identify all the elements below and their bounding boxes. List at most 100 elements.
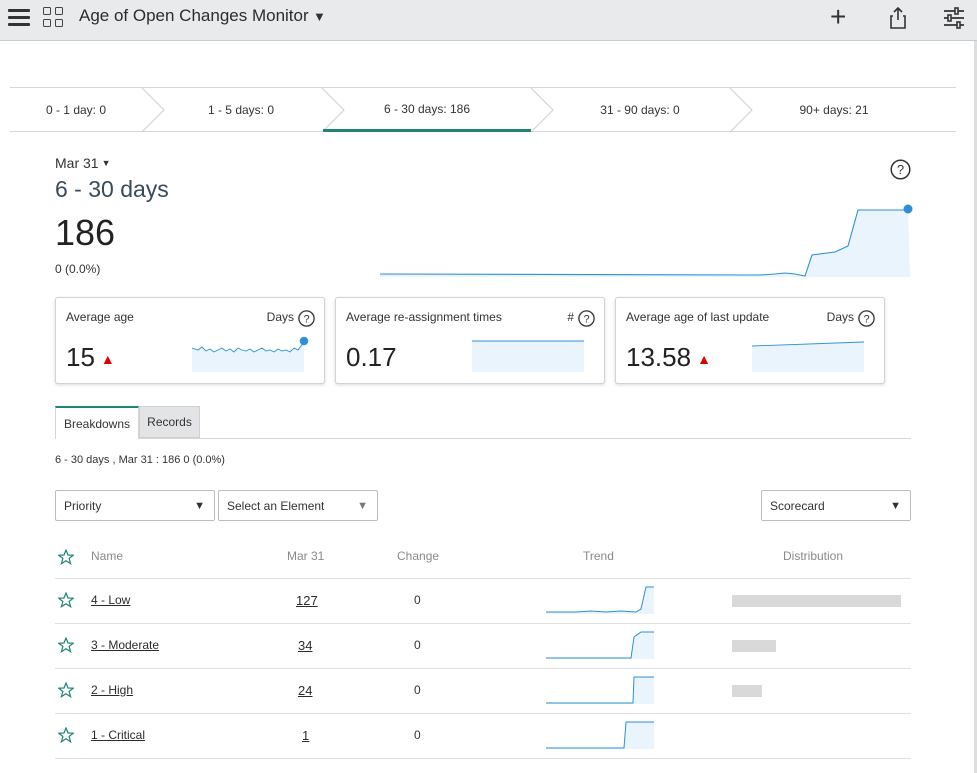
- tab-records[interactable]: Records: [139, 406, 200, 438]
- hamburger-menu-icon[interactable]: [8, 9, 30, 27]
- chevron-down-icon: ▼: [890, 500, 901, 512]
- chevron-down-icon: ▼: [101, 158, 111, 168]
- share-icon[interactable]: [888, 6, 908, 30]
- card-label: Average age of last update: [626, 310, 770, 324]
- scrollbar[interactable]: [974, 41, 977, 773]
- tab-0-1-day[interactable]: 0 - 1 day: 0: [45, 102, 107, 117]
- card-unit: #: [567, 310, 574, 324]
- row-change: 0: [414, 638, 421, 652]
- top-bar: Age of Open Changes Monitor ▼ +: [0, 0, 977, 41]
- star-icon[interactable]: [58, 549, 74, 565]
- tab-separator: [730, 88, 753, 132]
- column-header-trend: Trend: [583, 549, 614, 563]
- card-average-age[interactable]: Average age Days ? 15 ▲: [55, 297, 325, 384]
- star-icon[interactable]: [58, 727, 74, 743]
- row-distribution-bar: [732, 685, 762, 697]
- tab-separator: [531, 88, 554, 132]
- card-sparkline: [472, 340, 584, 372]
- trend-up-icon: ▲: [100, 351, 115, 367]
- row-count-link[interactable]: 127: [296, 593, 318, 608]
- tab-90-plus-days[interactable]: 90+ days: 21: [799, 102, 869, 117]
- score-sparkline: [380, 204, 913, 277]
- row-divider: [55, 713, 911, 714]
- row-count-link[interactable]: 24: [298, 683, 313, 698]
- trend-up-icon: ▲: [697, 351, 711, 367]
- row-count-link[interactable]: 1: [302, 728, 310, 743]
- chevron-down-icon: ▼: [194, 500, 205, 512]
- row-change: 0: [414, 593, 421, 607]
- card-label: Average age: [66, 310, 134, 324]
- page-title: Age of Open Changes Monitor: [79, 6, 309, 25]
- svg-text:?: ?: [897, 162, 904, 177]
- svg-text:?: ?: [583, 314, 589, 326]
- star-icon[interactable]: [58, 637, 74, 653]
- element-select-value: Select an Element: [227, 498, 325, 513]
- row-name-link[interactable]: 3 - Moderate: [91, 638, 160, 652]
- tab-breakdowns[interactable]: Breakdowns: [55, 406, 139, 439]
- title-dropdown-icon[interactable]: ▼: [313, 9, 326, 24]
- row-change: 0: [414, 728, 421, 742]
- row-change: 0: [414, 683, 421, 697]
- help-icon[interactable]: ?: [858, 310, 875, 327]
- row-name-link[interactable]: 1 - Critical: [91, 728, 146, 742]
- row-name-link[interactable]: 4 - Low: [91, 593, 131, 607]
- row-count-link[interactable]: 34: [298, 638, 313, 653]
- card-value: 13.58 ▲: [626, 342, 711, 373]
- row-distribution-bar: [732, 640, 776, 652]
- tab-separator: [142, 88, 165, 132]
- help-icon[interactable]: ?: [578, 310, 595, 327]
- filter-settings-icon[interactable]: [942, 6, 966, 30]
- card-unit: Days: [266, 310, 294, 324]
- column-header-name[interactable]: Name: [91, 549, 124, 563]
- row-distribution-bar: [732, 595, 901, 607]
- row-divider: [55, 578, 911, 579]
- svg-text:?: ?: [303, 314, 309, 326]
- breakdown-select-value: Priority: [64, 498, 102, 513]
- dashboard-grid-icon[interactable]: [43, 7, 65, 29]
- tab-6-30-days[interactable]: 6 - 30 days: 186: [323, 88, 531, 132]
- score-value: 186: [55, 212, 116, 253]
- star-icon[interactable]: [58, 682, 74, 698]
- card-value-text: 15: [66, 342, 95, 372]
- star-icon[interactable]: [58, 592, 74, 608]
- column-header-date[interactable]: Mar 31: [287, 549, 325, 563]
- score-change: 0 (0.0%): [55, 262, 101, 276]
- row-divider: [55, 623, 911, 624]
- breakdown-summary: 6 - 30 days , Mar 31 : 186 0 (0.0%): [55, 454, 225, 466]
- card-sparkline: [192, 336, 309, 372]
- column-header-distribution: Distribution: [783, 549, 844, 563]
- breakdown-tabs: Breakdowns Records: [55, 406, 911, 439]
- tab-1-5-days[interactable]: 1 - 5 days: 0: [207, 102, 275, 117]
- element-select[interactable]: Select an Element ▼: [218, 490, 378, 521]
- card-value: 15 ▲: [66, 342, 115, 373]
- chevron-down-icon: ▼: [357, 500, 368, 512]
- tab-31-90-days[interactable]: 31 - 90 days: 0: [600, 102, 680, 117]
- row-divider: [55, 668, 911, 669]
- card-value: 0.17: [346, 342, 397, 373]
- age-range-tabs: 0 - 1 day: 0 1 - 5 days: 0 6 - 30 days: …: [10, 87, 956, 132]
- row-trend-sparkline: [546, 721, 654, 749]
- add-icon[interactable]: +: [830, 1, 847, 32]
- card-average-reassignment[interactable]: Average re-assignment times # ? 0.17: [335, 297, 605, 384]
- range-title: 6 - 30 days: [55, 176, 169, 202]
- period-selector[interactable]: Mar 31 ▼: [55, 155, 111, 171]
- row-name-link[interactable]: 2 - High: [91, 683, 134, 697]
- row-trend-sparkline: [546, 631, 654, 659]
- row-trend-sparkline: [546, 676, 654, 704]
- row-trend-sparkline: [546, 586, 654, 614]
- svg-text:?: ?: [863, 314, 869, 326]
- column-header-change[interactable]: Change: [397, 549, 440, 563]
- card-sparkline: [752, 341, 865, 372]
- card-label: Average re-assignment times: [346, 310, 502, 324]
- help-icon[interactable]: ?: [298, 310, 315, 327]
- card-average-last-update[interactable]: Average age of last update Days ? 13.58 ▲: [615, 297, 885, 384]
- card-value-text: 13.58: [626, 342, 692, 372]
- card-unit: Days: [826, 310, 854, 324]
- tab-separator: [322, 88, 345, 132]
- help-icon[interactable]: ?: [890, 159, 911, 180]
- period-label: Mar 31: [55, 155, 99, 171]
- view-select-value: Scorecard: [770, 498, 825, 513]
- breakdown-select[interactable]: Priority ▼: [55, 490, 215, 521]
- view-select[interactable]: Scorecard ▼: [761, 490, 911, 521]
- row-divider: [55, 758, 911, 759]
